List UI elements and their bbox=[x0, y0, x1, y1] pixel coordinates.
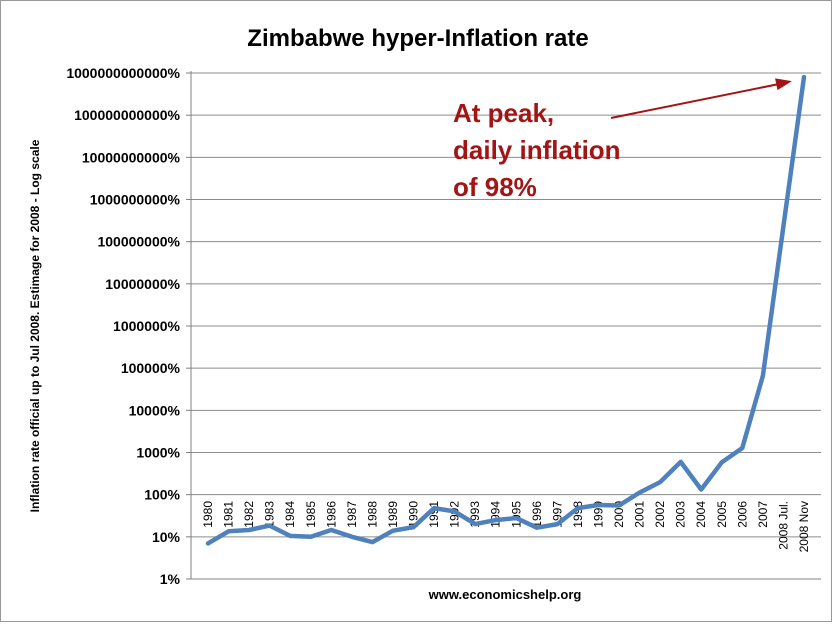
annotation-text: of 98% bbox=[453, 172, 537, 202]
x-axis-ticks: 1980 1981 1982 1983 1984 1985 1986 1987 1988 1989… bbox=[201, 501, 811, 553]
x-tick-label: 1986 bbox=[324, 501, 338, 528]
chart-title: Zimbabwe hyper-Inflation rate bbox=[247, 25, 588, 52]
y-axis-ticks: 1% 10% 100% 1000% 10000% 100000% 1000000% 10000… bbox=[66, 65, 191, 587]
series-inflation bbox=[205, 74, 807, 546]
data-point bbox=[454, 510, 456, 512]
data-point bbox=[515, 517, 517, 519]
data-point bbox=[639, 492, 641, 494]
y-tick-label: 100000000% bbox=[97, 234, 180, 250]
data-point bbox=[556, 523, 558, 525]
x-tick-label: 2001 bbox=[633, 501, 647, 528]
data-point bbox=[577, 507, 579, 509]
data-point bbox=[659, 481, 661, 483]
source-label: www.economicshelp.org bbox=[428, 587, 582, 602]
y-axis-label: Inflation rate official up to Jul 2008. … bbox=[28, 139, 42, 512]
data-point bbox=[762, 375, 764, 377]
y-tick-label: 100000000000% bbox=[74, 107, 180, 123]
x-tick-label: 1983 bbox=[263, 501, 277, 528]
data-point bbox=[597, 504, 599, 506]
x-tick-label: 1989 bbox=[386, 501, 400, 528]
data-point bbox=[248, 529, 250, 531]
data-point bbox=[207, 542, 209, 544]
data-point bbox=[392, 530, 394, 532]
y-tick-label: 1000000000000% bbox=[66, 65, 180, 81]
data-point bbox=[495, 519, 497, 521]
data-point bbox=[700, 488, 702, 490]
y-tick-label: 1000000000% bbox=[90, 192, 181, 208]
x-tick-label: 1992 bbox=[448, 501, 462, 528]
data-point bbox=[310, 536, 312, 538]
data-point bbox=[371, 541, 373, 543]
x-tick-label: 1980 bbox=[201, 501, 215, 528]
x-tick-label: 1994 bbox=[489, 501, 503, 528]
x-tick-label: 2002 bbox=[653, 501, 667, 528]
data-point bbox=[803, 76, 805, 78]
x-tick-label: 1981 bbox=[222, 501, 236, 528]
x-tick-label: 2004 bbox=[694, 501, 708, 528]
annotation-arrow-head bbox=[775, 78, 792, 91]
y-tick-label: 10000000000% bbox=[82, 149, 181, 165]
y-tick-label: 10000% bbox=[129, 402, 181, 418]
annotation-text: At peak, bbox=[453, 98, 554, 128]
data-point bbox=[618, 505, 620, 507]
data-point bbox=[289, 535, 291, 537]
x-tick-label: 2003 bbox=[674, 501, 688, 528]
x-tick-label: 1985 bbox=[304, 501, 318, 528]
x-tick-label: 1995 bbox=[509, 501, 523, 528]
y-tick-label: 10% bbox=[152, 529, 181, 545]
data-point bbox=[351, 536, 353, 538]
data-point bbox=[330, 529, 332, 531]
x-tick-label: 2007 bbox=[756, 501, 770, 528]
data-point bbox=[228, 530, 230, 532]
x-tick-label: 1982 bbox=[242, 501, 256, 528]
annotation-text: daily inflation bbox=[453, 135, 621, 165]
gridlines bbox=[191, 72, 821, 538]
data-point bbox=[741, 447, 743, 449]
x-tick-label: 1987 bbox=[345, 501, 359, 528]
x-tick-label: 1984 bbox=[283, 501, 297, 528]
data-point bbox=[474, 523, 476, 525]
series-line bbox=[205, 74, 807, 546]
x-tick-label: 1988 bbox=[365, 501, 379, 528]
annotation-arrow-line bbox=[610, 81, 787, 119]
data-point bbox=[433, 507, 435, 509]
data-point bbox=[721, 461, 723, 463]
x-tick-label: 2008 Jul. bbox=[776, 501, 790, 550]
y-tick-label: 100% bbox=[144, 487, 180, 503]
data-point bbox=[413, 526, 414, 528]
x-tick-label: 1996 bbox=[530, 501, 544, 528]
data-point bbox=[782, 225, 784, 227]
y-tick-label: 100000% bbox=[121, 360, 181, 376]
y-tick-label: 10000000% bbox=[105, 276, 180, 292]
y-tick-label: 1000000% bbox=[113, 318, 181, 334]
y-tick-label: 1% bbox=[160, 571, 181, 587]
x-tick-label: 2008 Nov bbox=[797, 501, 811, 552]
y-tick-label: 1000% bbox=[136, 445, 180, 461]
data-point bbox=[680, 461, 682, 463]
annotation: At peak, daily inflation of 98% bbox=[453, 78, 792, 202]
x-tick-label: 2006 bbox=[735, 501, 749, 528]
data-point bbox=[536, 527, 538, 529]
data-point bbox=[269, 525, 271, 527]
x-tick-label: 2005 bbox=[715, 501, 729, 528]
